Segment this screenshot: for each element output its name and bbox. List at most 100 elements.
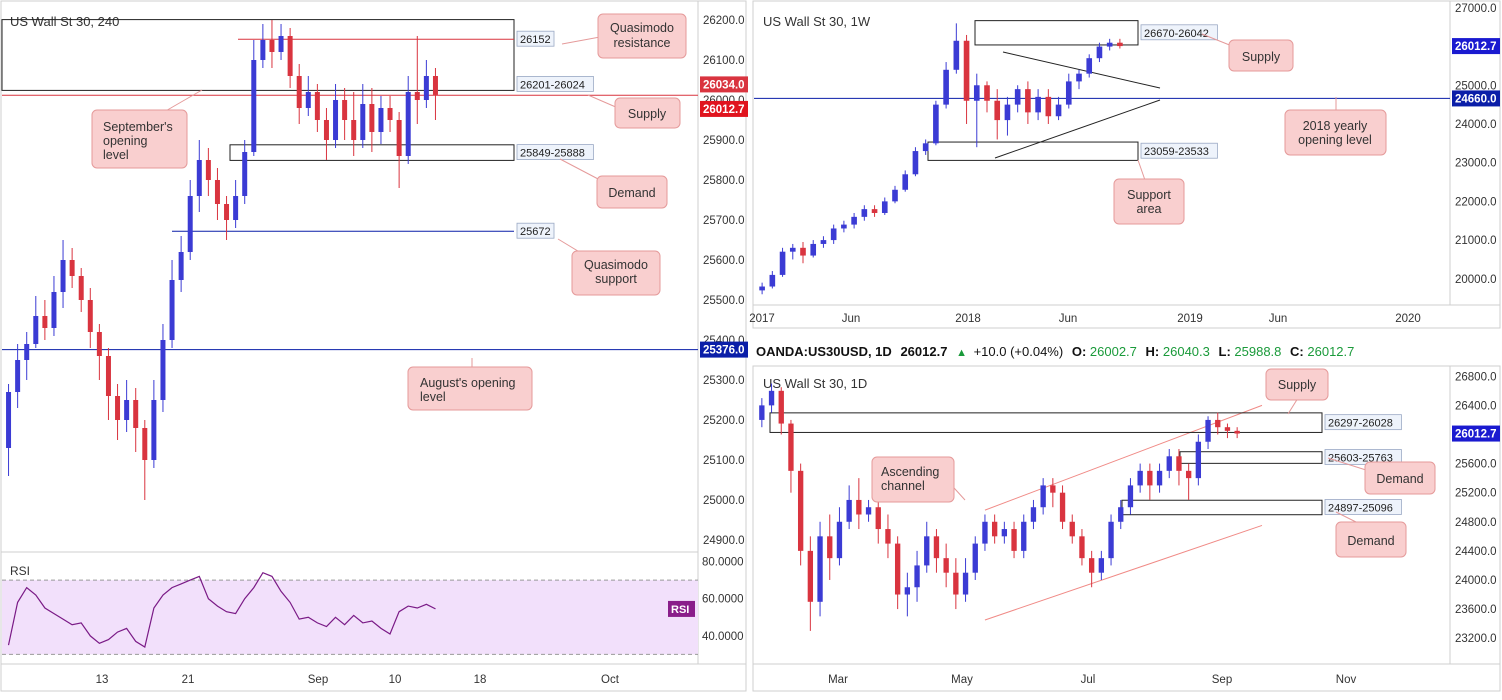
h4-candle-body [142, 428, 148, 460]
h4-x-tick-label: Sep [308, 674, 328, 686]
h4-candle-body [278, 36, 284, 52]
d1-y-tick-label: 23600.0 [1455, 604, 1497, 616]
h4-quasimodo-resistance-label-box [516, 30, 555, 47]
h4-note-demand-box [596, 175, 668, 209]
h4-candle-body [214, 180, 220, 204]
d1-channel-lower-line [984, 524, 1263, 621]
d1-candle-body [982, 521, 988, 544]
w1-candle-body [892, 189, 898, 202]
w1-note-supply-box [1228, 39, 1294, 72]
d1-demand-zone-lower-label-box [1324, 499, 1402, 515]
d1-candle-body [875, 507, 881, 530]
d1-candle-body [1205, 419, 1211, 442]
h4-candle-body [269, 40, 275, 52]
d1-candle-body [1088, 558, 1095, 573]
h4-price-label: 26034.0 [703, 79, 745, 91]
d1-note-ascending-channel: Ascending channel [871, 456, 966, 503]
h4-note-quasimodo-support: Quasimodo support [557, 238, 661, 296]
d1-candle-body [1030, 507, 1037, 522]
h4-y-tick-label: 24900.0 [703, 535, 745, 547]
w1-candle-body [1086, 58, 1093, 74]
d1-candle-body [953, 572, 959, 595]
h4-y-tick-label: 25600.0 [703, 255, 745, 267]
h4-candle-body [396, 120, 402, 156]
d1-quote-header: OANDA:US30USD, 1D 26012.7 ▲ +10.0 (+0.04… [756, 344, 1354, 359]
d1-supply-zone-label: 26297-26028 [1328, 418, 1393, 430]
d1-candle-body [1040, 485, 1046, 508]
h4-price-label-box [700, 100, 748, 117]
w1-candle-body [1106, 42, 1113, 47]
d1-note-supply-pointer [1287, 397, 1299, 415]
w1-x-tick-label: 2019 [1177, 313, 1203, 325]
w1-y-tick-label: 22000.0 [1455, 196, 1497, 208]
d1-candle-body [1215, 419, 1221, 428]
d1-chart-title: US Wall St 30, 1D [763, 376, 867, 391]
d1-price: 26012.7 [900, 344, 947, 359]
h4-note-quasimodo-support-box [571, 250, 661, 296]
w1-candle-body [994, 100, 1001, 121]
h4-candle-body [260, 40, 266, 60]
w1-note-support-area-line1: Support [1127, 188, 1171, 202]
h4-candle-body [342, 100, 348, 120]
w1-y-tick-label: 25000.0 [1455, 80, 1497, 92]
w1-candle-body [902, 174, 909, 190]
h4-y-tick-label: 25200.0 [703, 415, 745, 427]
d1-y-tick-label: 26400.0 [1455, 400, 1497, 412]
d1-candle-body [894, 543, 901, 595]
d1-candle-body [1001, 529, 1008, 537]
w1-candle-body [1065, 81, 1072, 105]
w1-candle-body [800, 247, 806, 256]
d1-high-label: H: [1146, 344, 1160, 359]
d1-price-label-box [1452, 425, 1500, 442]
d1-candle-body [1118, 507, 1124, 522]
h4-candle-body [242, 152, 248, 196]
d1-candle-body [797, 470, 804, 551]
d1-candle-body [1050, 485, 1056, 493]
d1-y-tick-label: 24000.0 [1455, 575, 1497, 587]
h4-note-august-opening-box [407, 366, 533, 411]
d1-x-tick-label: Nov [1336, 674, 1357, 686]
h4-candle-body [414, 92, 420, 100]
d1-candle-body [885, 529, 891, 544]
h4-note-supply-text: Supply [628, 107, 667, 121]
w1-candle-body [973, 85, 980, 101]
d1-note-ascending-channel-line2: channel [881, 479, 925, 493]
w1-panel: US Wall St 30, 1W 26670-26042 23059-23533… [749, 0, 1501, 329]
w1-x-tick-label: 2017 [749, 313, 775, 325]
h4-supply-zone-label-box [516, 76, 594, 92]
d1-x-tick-label: Mar [828, 674, 848, 686]
d1-candle-body [924, 536, 930, 566]
h4-quasimodo-support-label: 25672 [520, 226, 551, 238]
d1-candle-body [1098, 558, 1105, 573]
d1-candle-body [991, 521, 998, 537]
w1-candle-body [943, 69, 949, 105]
h4-candle-body [169, 280, 175, 340]
h4-note-august-opening-line2: level [420, 390, 446, 404]
h4-y-tick-label: 25900.0 [703, 135, 745, 147]
d1-y-tick-label: 24400.0 [1455, 546, 1497, 558]
d1-candle-body [1156, 470, 1163, 486]
d1-close: 26012.7 [1307, 344, 1354, 359]
h4-y-tick-label: 25300.0 [703, 375, 745, 387]
d1-y-tick-label: 26800.0 [1455, 371, 1497, 383]
d1-supply-zone-label-box [1324, 414, 1402, 431]
d1-low-label: L: [1219, 344, 1231, 359]
h4-candle-body [405, 92, 411, 156]
d1-panel: OANDA:US30USD, 1D 26012.7 ▲ +10.0 (+0.04… [752, 344, 1501, 692]
w1-supply-zone-label-box [1140, 24, 1218, 41]
h4-note-quasimodo-support-line2: support [595, 272, 637, 286]
d1-open-label: O: [1072, 344, 1086, 359]
w1-note-support-area-line2: area [1136, 202, 1161, 216]
h4-y-tick-label: 25800.0 [703, 175, 745, 187]
d1-symbol: OANDA:US30USD, 1D [756, 344, 892, 359]
rsi-badge-label: RSI [671, 604, 689, 616]
h4-note-demand-pointer [559, 158, 601, 181]
d1-note-supply: Supply [1265, 368, 1329, 415]
d1-candle-body [856, 499, 862, 515]
d1-candle-body [1185, 470, 1192, 479]
h4-note-quasimodo-resistance: Quasimodo resistance [561, 13, 687, 59]
d1-candle-body [788, 423, 794, 471]
w1-candle-body [1055, 104, 1062, 117]
w1-candle-body [1076, 73, 1082, 82]
w1-candle-body [912, 151, 919, 175]
